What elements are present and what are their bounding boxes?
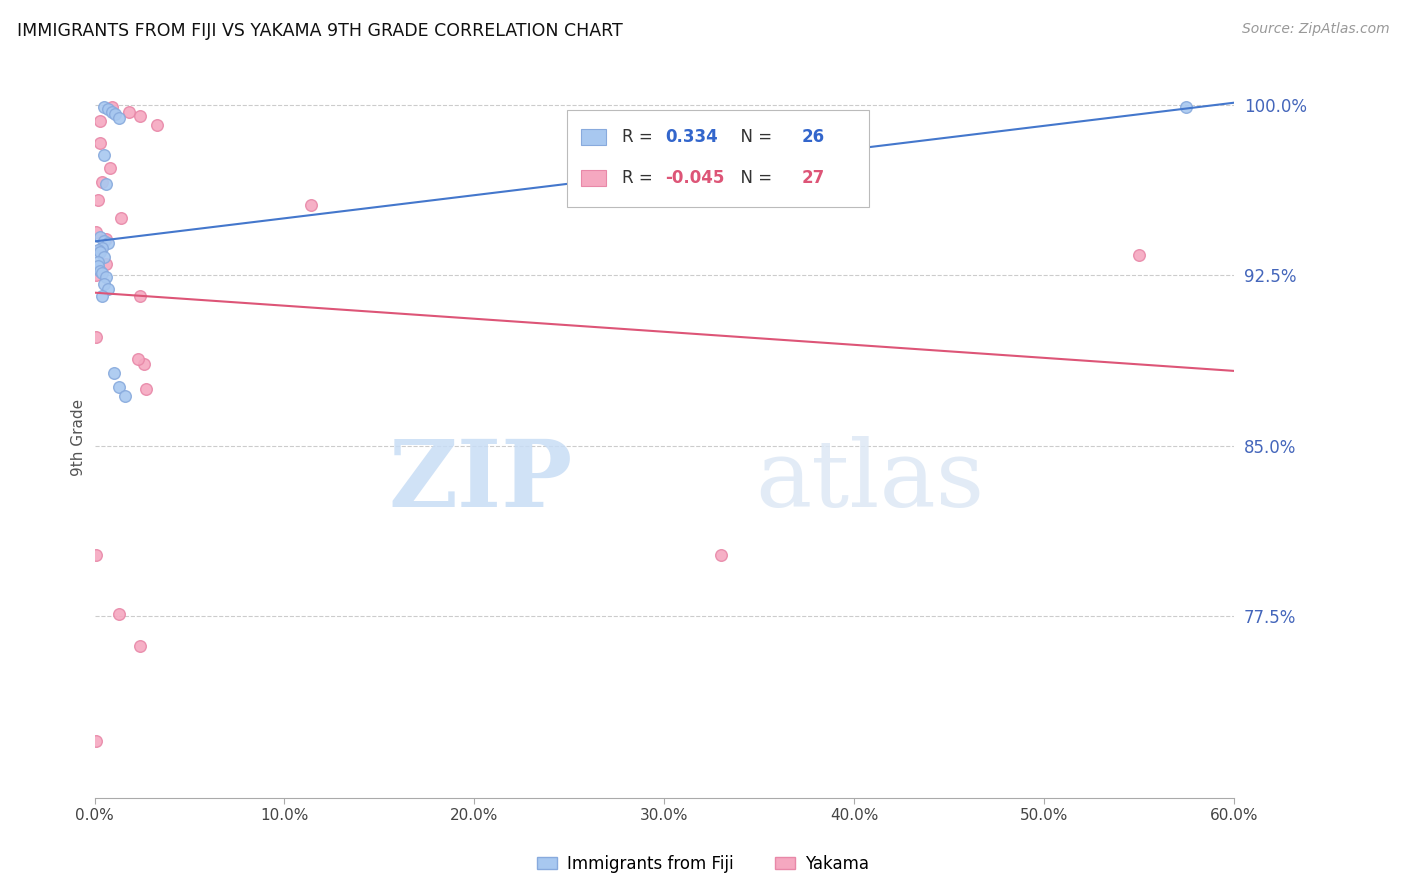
Point bbox=[129, 109, 152, 123]
Point bbox=[97, 102, 120, 116]
Point bbox=[98, 161, 121, 176]
Text: Source: ZipAtlas.com: Source: ZipAtlas.com bbox=[1241, 22, 1389, 37]
Text: R =: R = bbox=[621, 169, 658, 187]
Point bbox=[1175, 100, 1198, 114]
Point bbox=[87, 193, 110, 207]
Point bbox=[86, 548, 108, 562]
Point bbox=[1128, 248, 1150, 262]
Point bbox=[94, 178, 117, 192]
Point bbox=[710, 548, 733, 562]
Text: atlas: atlas bbox=[755, 436, 984, 526]
Text: 0.334: 0.334 bbox=[665, 128, 718, 146]
Point bbox=[86, 268, 108, 283]
Point bbox=[87, 254, 110, 268]
Point bbox=[100, 104, 122, 119]
Point bbox=[93, 234, 115, 248]
Point bbox=[93, 250, 115, 264]
Text: IMMIGRANTS FROM FIJI VS YAKAMA 9TH GRADE CORRELATION CHART: IMMIGRANTS FROM FIJI VS YAKAMA 9TH GRADE… bbox=[17, 22, 623, 40]
Point bbox=[94, 270, 117, 285]
Point bbox=[91, 288, 114, 302]
Point bbox=[93, 147, 115, 161]
Point bbox=[108, 607, 131, 621]
FancyBboxPatch shape bbox=[568, 110, 869, 207]
Point bbox=[110, 211, 132, 226]
Text: ZIP: ZIP bbox=[389, 436, 574, 526]
Point bbox=[103, 366, 125, 380]
Point bbox=[118, 104, 141, 119]
Point bbox=[86, 329, 108, 343]
Point bbox=[86, 734, 108, 748]
Point bbox=[104, 107, 127, 121]
Point bbox=[89, 229, 111, 244]
Point bbox=[114, 389, 136, 403]
FancyBboxPatch shape bbox=[581, 170, 606, 186]
Point bbox=[87, 244, 110, 258]
Text: N =: N = bbox=[730, 169, 778, 187]
Point bbox=[108, 112, 131, 126]
Text: -0.045: -0.045 bbox=[665, 169, 724, 187]
Point bbox=[93, 277, 115, 292]
FancyBboxPatch shape bbox=[581, 129, 606, 145]
Point bbox=[94, 232, 117, 246]
Text: 27: 27 bbox=[801, 169, 825, 187]
Point bbox=[87, 259, 110, 273]
Point bbox=[127, 352, 149, 367]
Point bbox=[299, 198, 322, 212]
Point bbox=[129, 288, 152, 302]
Point bbox=[97, 236, 120, 251]
Point bbox=[91, 175, 114, 189]
Point bbox=[132, 357, 155, 371]
Point bbox=[100, 100, 122, 114]
Point bbox=[89, 136, 111, 151]
Point bbox=[108, 379, 131, 393]
Text: N =: N = bbox=[730, 128, 778, 146]
Text: R =: R = bbox=[621, 128, 658, 146]
Point bbox=[146, 118, 169, 132]
Point bbox=[94, 257, 117, 271]
Legend: Immigrants from Fiji, Yakama: Immigrants from Fiji, Yakama bbox=[530, 848, 876, 880]
Y-axis label: 9th Grade: 9th Grade bbox=[72, 400, 86, 476]
Point bbox=[91, 266, 114, 280]
Point bbox=[89, 263, 111, 277]
Point bbox=[89, 244, 111, 258]
Point bbox=[135, 382, 157, 396]
Point bbox=[129, 639, 152, 653]
Point bbox=[89, 113, 111, 128]
Point bbox=[89, 245, 111, 260]
Text: 26: 26 bbox=[801, 128, 825, 146]
Point bbox=[93, 100, 115, 114]
Point bbox=[86, 225, 108, 239]
Point bbox=[91, 241, 114, 255]
Point bbox=[97, 282, 120, 296]
